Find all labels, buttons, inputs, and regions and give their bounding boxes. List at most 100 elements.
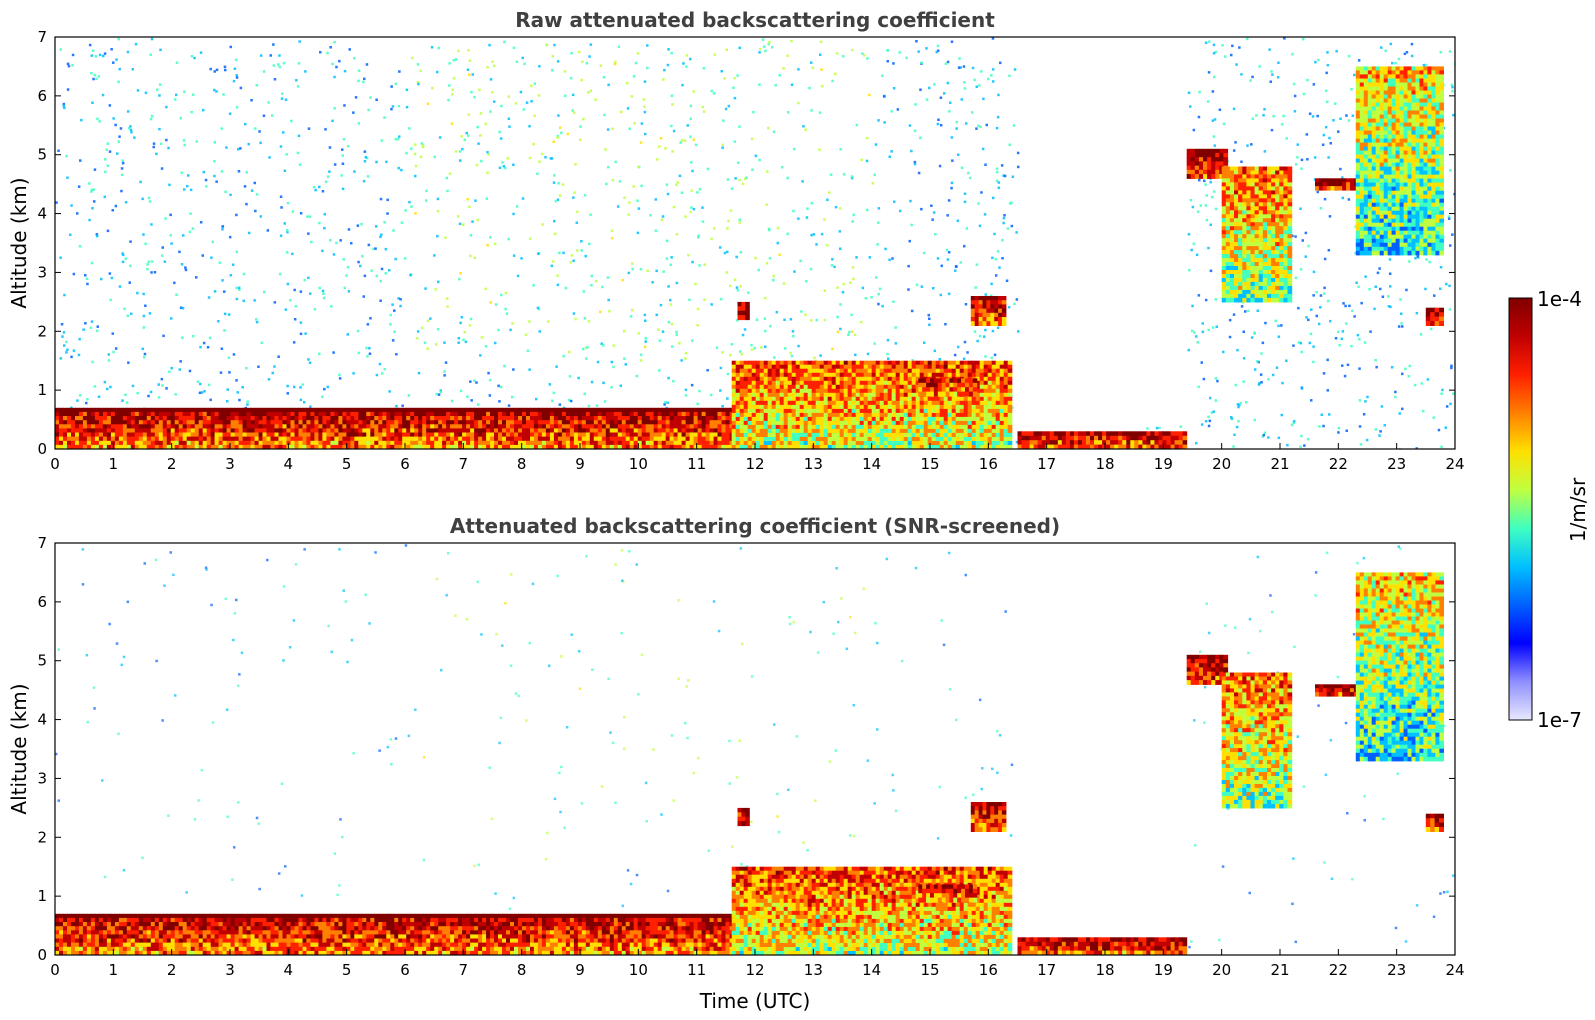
heat-cell xyxy=(168,370,171,373)
heat-cell xyxy=(693,440,699,446)
heat-cell xyxy=(923,341,926,344)
heat-cell xyxy=(338,407,343,413)
heat-cell xyxy=(721,440,727,446)
heat-cell xyxy=(159,142,163,145)
heat-cell xyxy=(129,128,133,132)
heat-cell xyxy=(515,60,519,64)
heat-cell xyxy=(342,138,346,141)
heat-cell xyxy=(799,376,805,382)
heat-cell xyxy=(573,407,579,413)
heat-cell xyxy=(1240,305,1244,308)
heat-cell xyxy=(719,389,722,392)
heat-cell xyxy=(871,441,877,446)
heat-cell xyxy=(146,416,152,421)
heat-cell xyxy=(803,372,809,378)
heat-cell xyxy=(170,416,176,421)
heat-cell xyxy=(657,440,663,446)
heat-cell xyxy=(402,407,407,413)
heat-cell xyxy=(899,364,905,370)
heat-cell xyxy=(147,260,151,263)
heat-cell xyxy=(90,190,93,193)
heat-cell xyxy=(818,111,822,114)
heat-cell xyxy=(899,368,905,374)
heat-cell xyxy=(755,404,761,410)
heat-cell xyxy=(1213,190,1216,193)
heat-cell xyxy=(839,396,845,402)
heat-cell xyxy=(222,407,228,413)
heat-cell xyxy=(767,126,770,130)
heat-cell xyxy=(71,428,76,434)
heat-cell xyxy=(997,181,1001,184)
heat-cell xyxy=(855,360,861,366)
heat-cell xyxy=(1398,412,1401,415)
heat-cell xyxy=(895,416,901,422)
heat-cell xyxy=(589,213,592,216)
heat-cell xyxy=(59,256,62,259)
heat-cell xyxy=(398,135,401,138)
heat-cell xyxy=(302,428,308,434)
heat-cell xyxy=(286,407,292,413)
heat-cell xyxy=(329,239,332,242)
heat-cell xyxy=(414,212,417,215)
heat-cell xyxy=(855,388,861,394)
heat-cell xyxy=(150,444,156,449)
heat-cell xyxy=(815,372,821,378)
heat-cell xyxy=(133,136,136,139)
heat-cell xyxy=(246,416,252,421)
heat-cell xyxy=(262,444,268,449)
heat-cell xyxy=(78,428,84,434)
heat-cell xyxy=(747,416,753,422)
heat-cell xyxy=(378,440,383,446)
heat-cell xyxy=(763,408,769,414)
heat-cell xyxy=(755,424,761,430)
heat-cell xyxy=(899,380,905,386)
heat-cell xyxy=(528,368,531,371)
heat-cell xyxy=(294,411,300,417)
heat-cell xyxy=(763,400,769,406)
heat-cell xyxy=(811,424,817,430)
heat-cell xyxy=(899,416,905,422)
heat-cell xyxy=(174,420,180,425)
heat-cell xyxy=(617,205,620,208)
heat-cell xyxy=(557,436,563,442)
heat-cell xyxy=(839,416,845,422)
heat-cell xyxy=(953,353,957,357)
heat-cell xyxy=(556,283,560,287)
heat-cell xyxy=(645,416,651,421)
heat-cell xyxy=(1362,413,1366,416)
heat-cell xyxy=(855,400,861,406)
heat-cell xyxy=(1187,233,1191,236)
heat-cell xyxy=(334,424,339,429)
heat-cell xyxy=(170,407,176,413)
heat-cell xyxy=(735,392,741,398)
heat-cell xyxy=(790,39,793,43)
heat-cell xyxy=(399,304,402,308)
heat-cell xyxy=(863,364,869,370)
heat-cell xyxy=(831,437,837,442)
heat-cell xyxy=(751,445,757,449)
heat-cell xyxy=(202,341,206,345)
heat-cell xyxy=(743,392,749,398)
heat-cell xyxy=(549,436,555,442)
heat-cell xyxy=(879,412,885,418)
heat-cell xyxy=(452,77,456,80)
heat-cell xyxy=(887,432,893,438)
heat-cell xyxy=(482,440,487,446)
heat-cell xyxy=(637,207,641,210)
heat-cell xyxy=(382,428,387,434)
heat-cell xyxy=(218,407,224,413)
heat-cell xyxy=(767,388,773,394)
heat-cell xyxy=(1332,119,1335,122)
heat-cell xyxy=(775,408,781,414)
heat-cell xyxy=(1358,337,1361,341)
heat-cell xyxy=(667,376,670,380)
heat-cell xyxy=(1205,194,1208,197)
heat-cell xyxy=(863,384,869,390)
heat-cell xyxy=(431,86,434,90)
heat-cell xyxy=(374,424,379,429)
heat-cell xyxy=(90,420,96,425)
heat-cell xyxy=(755,420,761,426)
heat-cell xyxy=(533,428,539,434)
heat-cell xyxy=(1207,246,1210,250)
heat-cell xyxy=(1299,341,1303,345)
